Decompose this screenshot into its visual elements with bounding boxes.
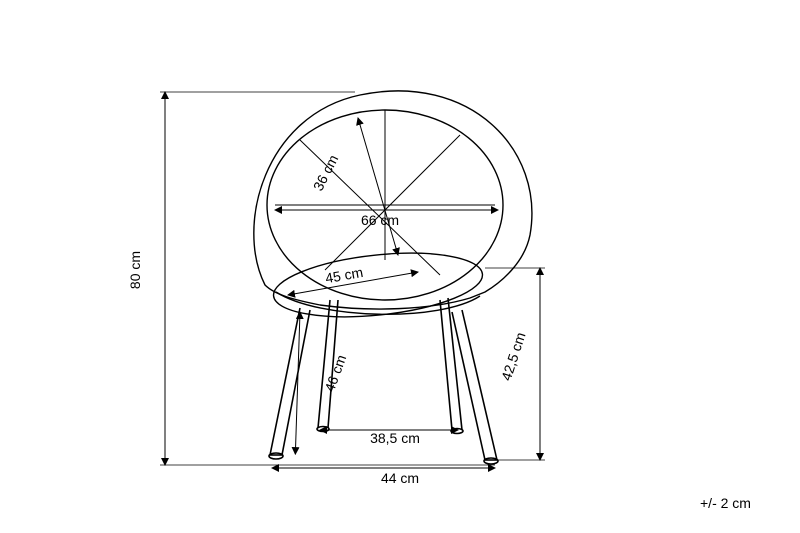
label-outer-width: 44 cm xyxy=(381,470,419,486)
label-inner-leg: 38,5 cm xyxy=(370,430,420,446)
chair-dimension-diagram: 80 cm 36 cm 66 cm 45 cm 46 cm 42,5 cm 38… xyxy=(0,0,800,533)
label-back-height: 36 cm xyxy=(310,152,342,193)
tolerance-note: +/- 2 cm xyxy=(700,495,751,511)
label-seat-height: 46 cm xyxy=(321,353,349,394)
dim-back-height xyxy=(358,118,398,255)
chair-drawing xyxy=(254,91,532,464)
label-right-height: 42,5 cm xyxy=(498,330,529,382)
label-total-height: 80 cm xyxy=(127,251,143,289)
dim-seat-height xyxy=(271,312,325,454)
label-inner-width: 66 cm xyxy=(361,212,399,228)
back-panel-seams xyxy=(275,110,495,275)
